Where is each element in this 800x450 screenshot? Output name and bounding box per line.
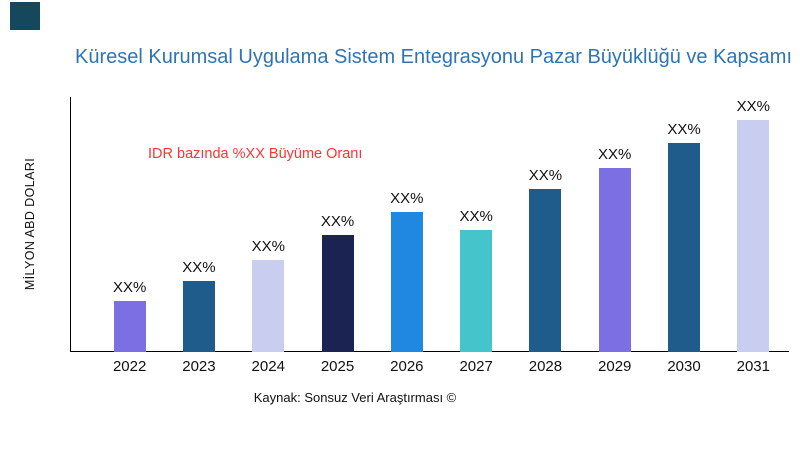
- bar-value-label: XX%: [112, 279, 147, 296]
- bar-value-label: XX%: [459, 207, 493, 225]
- bar-value-label: XX%: [182, 258, 216, 276]
- bar-slot: XX%: [511, 97, 580, 352]
- bar-series: XX% XX% XX% XX% XX% XX% XX% XX% XX% XX%: [95, 97, 788, 352]
- bar-value-label: XX%: [251, 238, 285, 256]
- bar-slot: XX%: [441, 97, 510, 352]
- x-tick-label: 2026: [390, 358, 424, 375]
- bar-slot: XX%: [580, 97, 649, 352]
- bar-slot: XX%: [95, 97, 164, 352]
- x-tick-label: 2031: [736, 358, 770, 375]
- source-caption: Kaynak: Sonsuz Veri Araştırması ©: [253, 390, 457, 405]
- chart-title: Küresel Kurumsal Uygulama Sistem Entegra…: [75, 46, 793, 68]
- bar-2025: [321, 234, 354, 352]
- bar-2024: [252, 260, 285, 352]
- bar-2026: [390, 211, 423, 352]
- bar-slot: XX%: [719, 97, 788, 352]
- bar-value-label: XX%: [390, 189, 424, 207]
- growth-rate-annotation: IDR bazında %XX Büyüme Oranı: [148, 146, 363, 162]
- bar-slot: XX%: [649, 97, 718, 352]
- bar-value-label: XX%: [320, 212, 355, 230]
- bar-2028: [529, 188, 562, 352]
- bar-value-label: XX%: [598, 146, 632, 164]
- bar-value-label: XX%: [736, 97, 770, 115]
- bar-2031: [737, 119, 770, 352]
- x-tick-label: 2022: [112, 358, 147, 375]
- bar-slot: XX%: [234, 97, 303, 352]
- x-tick-label: 2028: [528, 358, 563, 375]
- bar-slot: XX%: [303, 97, 372, 352]
- bar-2022: [113, 301, 146, 352]
- bar-value-label: XX%: [528, 166, 563, 184]
- bar-slot: XX%: [164, 97, 233, 352]
- x-tick-label: 2024: [251, 358, 285, 375]
- brand-logo-square: [10, 2, 40, 30]
- plot-area-axes: [70, 97, 789, 352]
- x-tick-label: 2030: [667, 358, 701, 375]
- bar-2030: [668, 142, 701, 352]
- bar-2029: [598, 168, 631, 352]
- y-axis-label: MİLYON ABD DOLARI: [23, 157, 37, 291]
- x-axis-tick-labels: 2022 2023 2024 2025 2026 2027 2028 2029 2030 2031: [95, 358, 788, 375]
- bar-value-label: XX%: [667, 120, 701, 138]
- x-tick-label: 2029: [598, 358, 632, 375]
- x-tick-label: 2025: [320, 358, 355, 375]
- bar-2023: [182, 280, 215, 352]
- x-tick-label: 2027: [459, 358, 493, 375]
- x-tick-label: 2023: [182, 358, 216, 375]
- bar-slot: XX%: [372, 97, 441, 352]
- bar-2027: [460, 229, 493, 352]
